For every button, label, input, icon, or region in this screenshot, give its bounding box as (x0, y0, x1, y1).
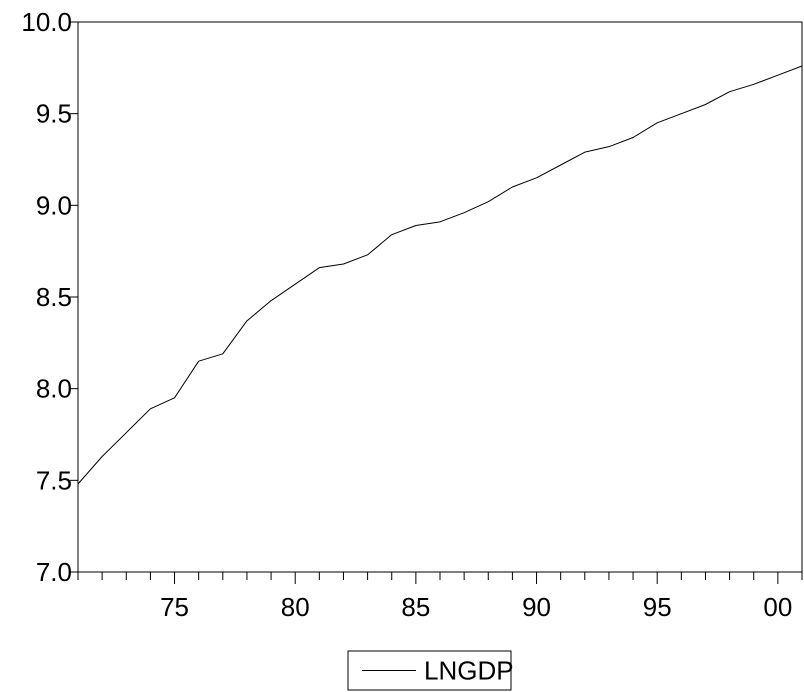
y-tick-label: 8.5 (36, 282, 72, 312)
legend: LNGDP (347, 650, 514, 691)
y-tick-label: 9.0 (36, 190, 72, 220)
y-tick-label: 7.5 (36, 465, 72, 495)
series-line-lngdp (77, 65, 803, 485)
y-tick-label: 9.5 (36, 99, 72, 129)
y-tick-label: 8.0 (36, 374, 72, 404)
series-group (77, 65, 803, 485)
x-axis: 75 80 85 90 95 00 (77, 572, 803, 622)
y-axis: 7.0 7.5 8.0 8.5 9.0 9.5 10.0 (21, 7, 78, 587)
x-tick-label: 85 (401, 592, 430, 622)
y-tick-label: 10.0 (21, 7, 72, 37)
x-tick-label: 75 (160, 592, 189, 622)
legend-label: LNGDP (424, 656, 514, 686)
x-tick-label: 95 (643, 592, 672, 622)
x-tick-label: 00 (763, 592, 792, 622)
x-tick-label: 90 (522, 592, 551, 622)
y-tick-label: 7.0 (36, 557, 72, 587)
x-tick-label: 80 (281, 592, 310, 622)
plot-frame (77, 21, 803, 573)
